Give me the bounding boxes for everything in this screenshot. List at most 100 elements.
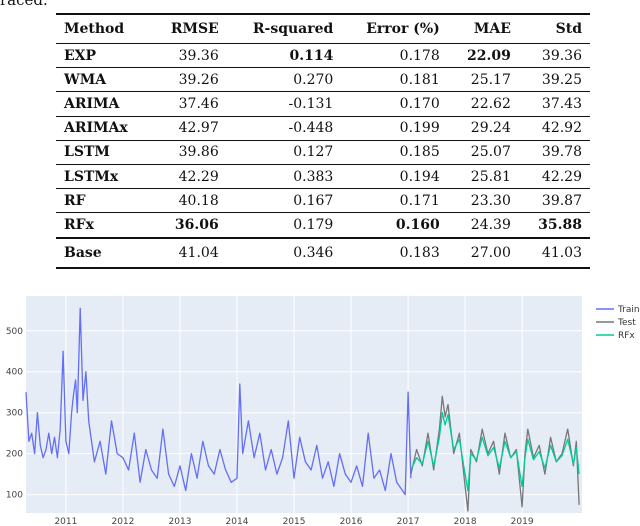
- metric-cell: 0.178: [399, 47, 440, 64]
- legend-label: RFx: [618, 331, 635, 341]
- method-cell: LSTMx: [64, 168, 119, 185]
- table-row: EXP 39.36 0.114 0.178 22.09 39.36: [56, 44, 590, 68]
- metric-cell: 39.86: [178, 144, 219, 161]
- metric-cell: 25.81: [470, 168, 511, 185]
- x-tick-label: 2019: [511, 517, 534, 526]
- x-tick-label: 2014: [226, 517, 249, 526]
- gridlines: [26, 296, 582, 513]
- y-tick-label: 400: [6, 368, 23, 378]
- table-row: ARIMA 37.46 -0.131 0.170 22.62 37.43: [56, 92, 590, 117]
- metric-cell: 42.29: [541, 168, 582, 185]
- metric-cell: 41.03: [541, 244, 582, 261]
- method-cell: EXP: [64, 47, 97, 64]
- metric-cell: 42.92: [541, 120, 582, 137]
- metric-cell: 0.183: [399, 244, 440, 261]
- series-lines: [25, 307, 580, 512]
- method-cell: Base: [64, 244, 102, 261]
- metric-cell: 37.46: [178, 95, 219, 112]
- x-tick-label: 2017: [397, 517, 420, 526]
- metric-cell: 29.24: [470, 120, 511, 137]
- metric-cell: 36.06: [174, 216, 219, 233]
- metric-cell: 25.17: [470, 71, 511, 88]
- column-header: R-squared: [252, 21, 334, 37]
- metric-cell: 39.87: [541, 192, 582, 209]
- metric-cell: 35.88: [538, 216, 582, 233]
- x-tick-label: 2013: [169, 517, 192, 526]
- series-line-test: [410, 395, 580, 512]
- table-body: EXP 39.36 0.114 0.178 22.09 39.36 WMA 39.26 0.27…: [56, 44, 590, 268]
- plot-background: [26, 296, 582, 513]
- legend-label: Test: [617, 318, 636, 328]
- method-cell: ARIMA: [64, 95, 120, 112]
- series-line-train: [25, 307, 412, 496]
- legend: Train Test RFx: [596, 305, 640, 341]
- table-row: WMA 39.26 0.270 0.181 25.17 39.25: [56, 68, 590, 92]
- table-row: LSTM 39.86 0.127 0.185 25.07 39.78: [56, 140, 590, 165]
- column-header: Std: [555, 21, 582, 37]
- metric-cell: 24.39: [470, 216, 511, 233]
- metric-cell: 41.04: [178, 244, 219, 261]
- table-row: Base 41.04 0.346 0.183 27.00 41.03: [56, 238, 590, 268]
- metric-cell: 27.00: [470, 244, 511, 261]
- table-row: RF 40.18 0.167 0.171 23.30 39.87: [56, 189, 590, 213]
- column-header: MAE: [473, 21, 511, 37]
- metric-cell: 39.36: [178, 47, 219, 64]
- x-tick-label: 2018: [454, 517, 477, 526]
- metric-cell: 0.185: [399, 144, 440, 161]
- metric-cell: 40.18: [178, 192, 219, 209]
- metric-cell: 23.30: [470, 192, 511, 209]
- method-cell: WMA: [64, 71, 107, 88]
- metric-cell: 42.97: [178, 120, 219, 137]
- text-fragment: raced.: [0, 0, 48, 9]
- metric-cell: 0.181: [399, 71, 440, 88]
- metric-cell: 0.167: [293, 192, 334, 209]
- method-cell: RF: [64, 192, 86, 209]
- x-tick-label: 2015: [283, 517, 306, 526]
- y-tick-label: 100: [6, 491, 23, 501]
- metric-cell: 0.383: [293, 168, 334, 185]
- table-row: LSTMx 42.29 0.383 0.194 25.81 42.29: [56, 164, 590, 189]
- y-tick-label: 300: [6, 409, 23, 419]
- series-line-rfx: [410, 412, 580, 492]
- metric-cell: 0.270: [293, 71, 334, 88]
- metric-cell: 37.43: [541, 95, 582, 112]
- method-cell: RFx: [64, 216, 94, 233]
- metric-cell: 0.179: [293, 216, 334, 233]
- x-tick-label: 2012: [111, 517, 134, 526]
- time-series-chart: 100 200 300 400 500 2011 2012 2013 2014 2015 2016…: [6, 296, 640, 526]
- metric-cell: 39.26: [178, 71, 219, 88]
- method-cell: ARIMAx: [64, 120, 128, 137]
- y-tick-labels: 100 200 300 400 500: [6, 327, 23, 501]
- metric-cell: 0.114: [289, 47, 334, 64]
- results-table: Method RMSE R-squared Error (%) MAE Std …: [56, 13, 590, 269]
- metric-cell: 0.199: [399, 120, 440, 137]
- table-row: ARIMAx 42.97 -0.448 0.199 29.24 42.92: [56, 116, 590, 141]
- column-header: Method: [64, 21, 125, 37]
- metric-cell: -0.131: [288, 95, 334, 112]
- metric-cell: 0.346: [293, 244, 334, 261]
- metric-cell: 0.194: [399, 168, 440, 185]
- column-header: RMSE: [170, 21, 219, 37]
- metric-cell: 22.09: [467, 47, 511, 64]
- x-tick-labels: 2011 2012 2013 2014 2015 2016 2017 2018 2019: [54, 517, 533, 526]
- table-row: RFx 36.06 0.179 0.160 24.39 35.88: [56, 213, 590, 238]
- y-tick-label: 200: [6, 450, 23, 460]
- table-header-row: Method RMSE R-squared Error (%) MAE Std: [56, 14, 590, 44]
- metric-cell: 0.127: [293, 144, 334, 161]
- metric-cell: 0.171: [399, 192, 440, 209]
- metric-cell: 39.78: [541, 144, 582, 161]
- x-tick-label: 2011: [54, 517, 77, 526]
- metric-cell: 22.62: [470, 95, 511, 112]
- legend-label: Train: [617, 305, 640, 315]
- method-cell: LSTM: [64, 144, 110, 161]
- y-tick-label: 500: [6, 327, 23, 337]
- metric-cell: 25.07: [470, 144, 511, 161]
- metric-cell: 0.170: [399, 95, 440, 112]
- metric-cell: -0.448: [288, 120, 334, 137]
- metric-cell: 39.36: [541, 47, 582, 64]
- metric-cell: 0.160: [395, 216, 440, 233]
- x-tick-label: 2016: [340, 517, 363, 526]
- column-header: Error (%): [366, 21, 440, 37]
- metric-cell: 39.25: [541, 71, 582, 88]
- metric-cell: 42.29: [178, 168, 219, 185]
